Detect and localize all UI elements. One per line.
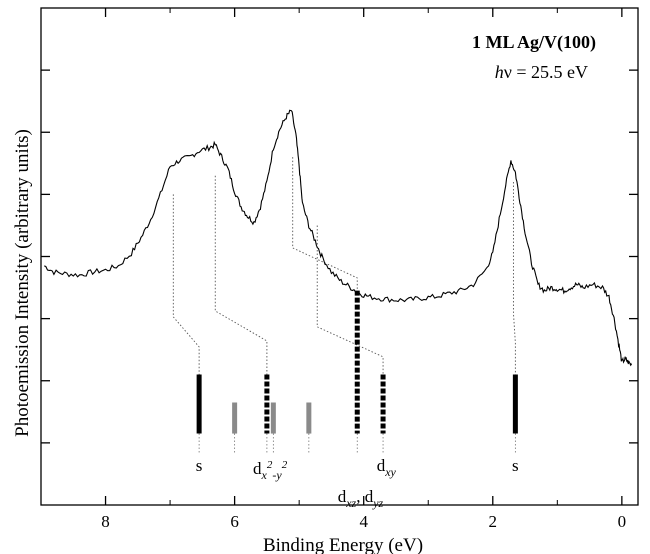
- orbital-label-part: s: [196, 456, 203, 475]
- spectrum-line: [44, 109, 633, 367]
- orbital-label-part: d: [377, 456, 386, 475]
- orbital-label-part: s: [512, 456, 519, 475]
- photon-energy-value: = 25.5 eV: [512, 62, 588, 82]
- orbital-label: dx2-y2: [253, 459, 288, 482]
- orbital-label-part: d: [338, 487, 347, 506]
- x-tick-label: 8: [101, 512, 110, 531]
- y-axis-label: Photoemission Intensity (arbitrary units…: [12, 129, 33, 437]
- orbital-label: dxy: [377, 456, 397, 479]
- orbital-label-part: xz: [345, 496, 356, 510]
- orbital-label-part: 2: [282, 459, 288, 471]
- orbital-label: s: [512, 456, 519, 475]
- x-tick-label: 0: [618, 512, 627, 531]
- orbital-label: s: [196, 456, 203, 475]
- orbital-label: dxz, dyz: [338, 487, 384, 510]
- orbital-label-part: yz: [372, 496, 383, 510]
- orbital-label-part: , d: [356, 487, 374, 506]
- orbital-label-part: xy: [384, 465, 396, 479]
- x-axis-label: Binding Energy (eV): [263, 535, 423, 554]
- connector-line: [512, 181, 516, 375]
- photon-energy-label: hν = 25.5 eV: [495, 62, 588, 82]
- chart-title: 1 ML Ag/V(100): [472, 32, 596, 53]
- x-tick-label: 2: [489, 512, 498, 531]
- orbital-label-part: d: [253, 459, 262, 478]
- orbital-label-part: 2: [267, 459, 273, 471]
- connector-line: [316, 225, 384, 375]
- x-tick-label: 4: [359, 512, 368, 531]
- connector-line: [172, 194, 200, 375]
- connector-line: [214, 175, 268, 375]
- orbital-label-part: -y: [272, 468, 282, 482]
- connector-line: [292, 157, 358, 291]
- photon-energy-nu: ν: [504, 62, 512, 82]
- x-tick-label: 6: [230, 512, 239, 531]
- photon-energy-h: h: [495, 62, 504, 82]
- orbital-label-part: x: [261, 468, 268, 482]
